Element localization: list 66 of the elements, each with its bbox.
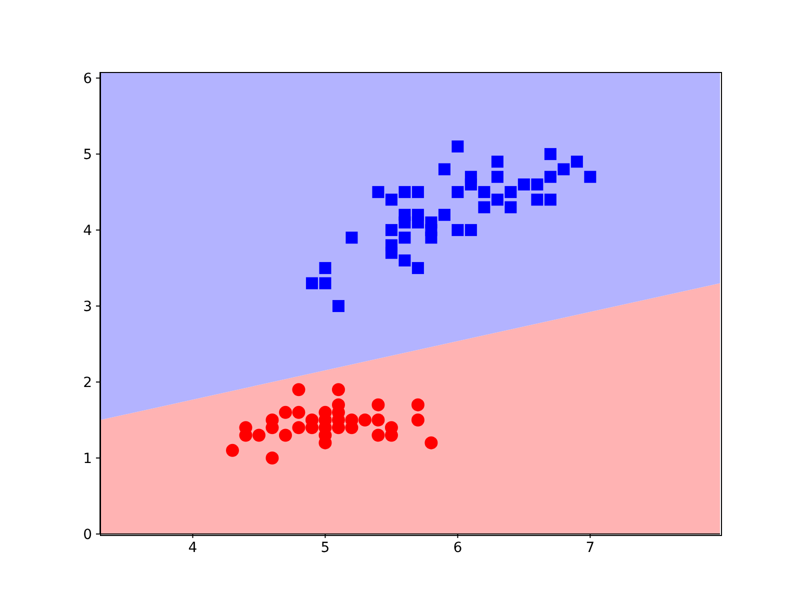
point bbox=[266, 452, 279, 465]
point bbox=[452, 224, 464, 236]
point bbox=[398, 232, 411, 244]
y-tick-label: 1 bbox=[83, 450, 92, 467]
point bbox=[504, 186, 517, 198]
point bbox=[491, 156, 504, 168]
point bbox=[372, 414, 385, 427]
point bbox=[385, 194, 398, 206]
y-tick-label: 3 bbox=[83, 299, 92, 316]
point bbox=[504, 201, 517, 214]
point bbox=[491, 170, 504, 183]
point bbox=[531, 178, 544, 190]
point bbox=[385, 246, 398, 259]
y-tick-label: 2 bbox=[83, 374, 92, 391]
point bbox=[292, 383, 306, 396]
point bbox=[372, 428, 385, 442]
point bbox=[570, 156, 583, 168]
point bbox=[306, 277, 318, 290]
x-tick-label: 4 bbox=[188, 540, 198, 556]
x-tick-label: 6 bbox=[453, 540, 462, 556]
point bbox=[319, 262, 332, 274]
point bbox=[278, 428, 292, 442]
point bbox=[226, 444, 239, 457]
point bbox=[398, 254, 411, 266]
point bbox=[558, 163, 570, 176]
y-tick-label: 5 bbox=[83, 147, 92, 164]
point bbox=[478, 186, 490, 198]
point bbox=[544, 194, 556, 206]
point bbox=[385, 224, 398, 236]
point bbox=[491, 194, 504, 206]
point bbox=[424, 436, 438, 450]
point bbox=[452, 186, 464, 198]
point bbox=[464, 224, 477, 236]
point bbox=[411, 398, 424, 412]
point bbox=[372, 398, 385, 412]
point bbox=[332, 383, 345, 396]
y-tick-label: 0 bbox=[83, 526, 92, 543]
point bbox=[518, 178, 530, 190]
point bbox=[319, 277, 332, 290]
point bbox=[252, 428, 266, 442]
point bbox=[438, 208, 450, 221]
point bbox=[398, 186, 411, 198]
point bbox=[398, 208, 411, 221]
y-tick-label: 4 bbox=[83, 223, 92, 240]
point bbox=[372, 186, 384, 198]
point bbox=[438, 163, 450, 176]
point bbox=[358, 414, 372, 427]
point bbox=[464, 178, 477, 190]
point bbox=[346, 232, 358, 244]
point bbox=[584, 170, 596, 183]
point bbox=[412, 262, 424, 274]
point bbox=[478, 201, 490, 214]
x-tick-label: 7 bbox=[586, 540, 595, 556]
point bbox=[332, 300, 344, 312]
point bbox=[412, 216, 424, 228]
point bbox=[411, 414, 424, 427]
point bbox=[531, 194, 544, 206]
point bbox=[292, 421, 306, 434]
point bbox=[452, 140, 464, 152]
y-tick-label: 6 bbox=[83, 71, 92, 88]
x-tick-label: 5 bbox=[320, 540, 330, 556]
point bbox=[544, 170, 556, 183]
point bbox=[544, 148, 556, 160]
point bbox=[292, 406, 306, 419]
point bbox=[278, 406, 292, 419]
point bbox=[412, 186, 424, 198]
